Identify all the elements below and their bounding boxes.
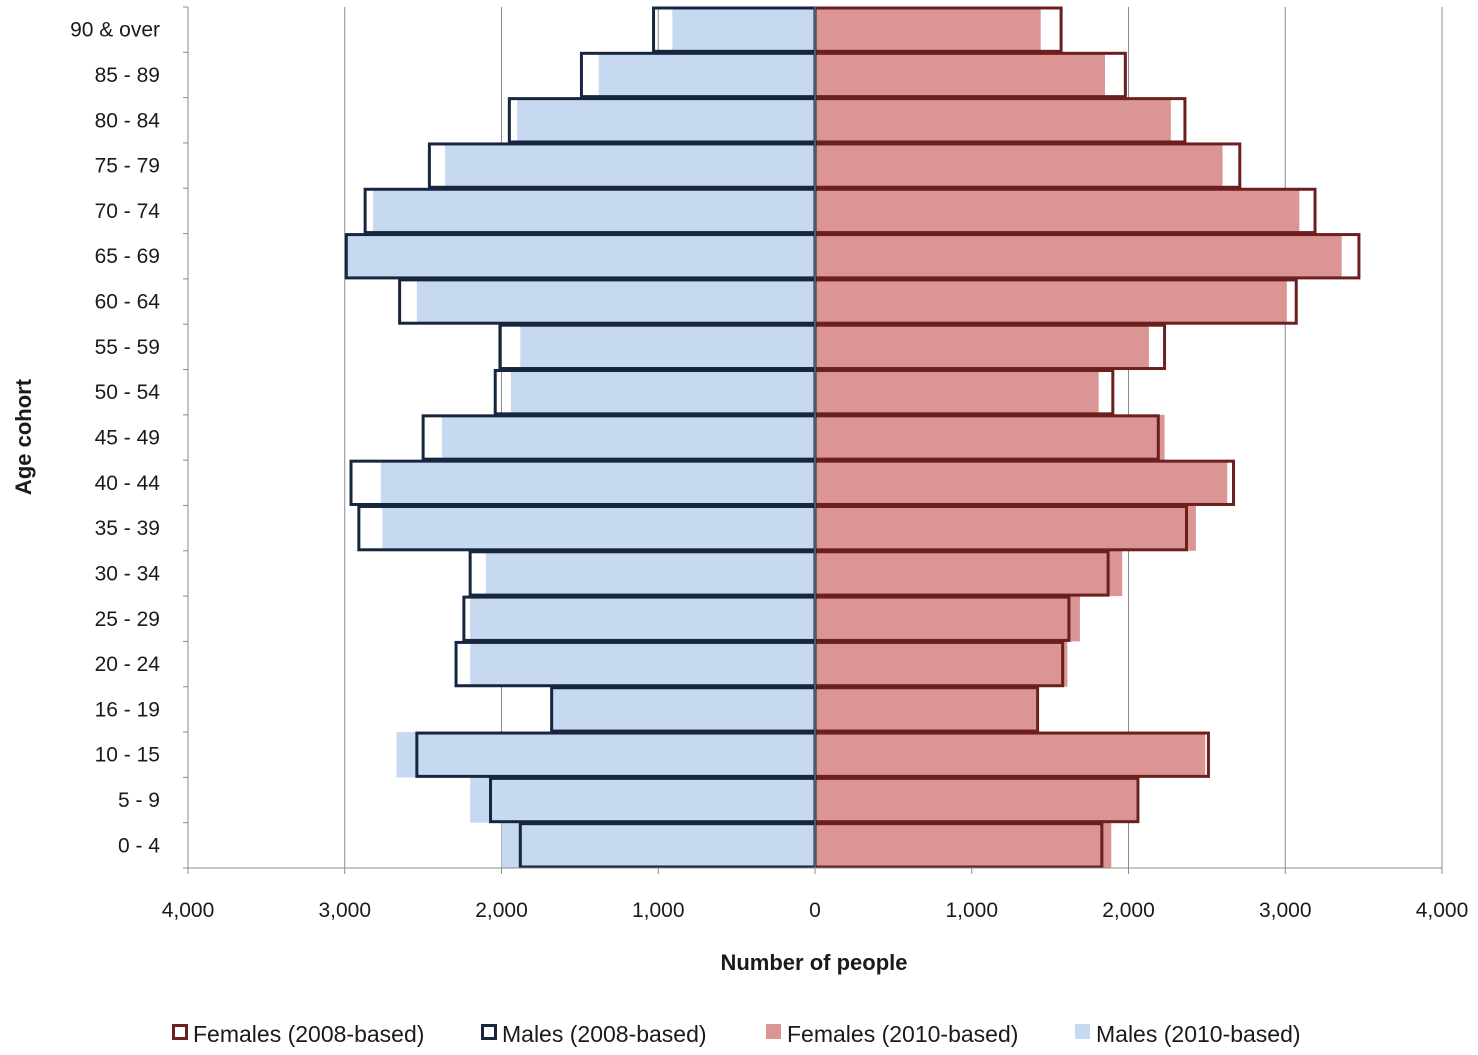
bar-females-2010-based [815,641,1068,687]
y-tick-label: 5 - 9 [118,789,160,812]
bar-females-2010-based [815,686,1037,733]
y-tick-label: 20 - 24 [95,653,161,676]
y-tick-label: 80 - 84 [95,109,161,132]
y-tick-label: 25 - 29 [95,608,160,631]
bar-males-2010-based [382,505,815,551]
bars [344,6,1361,869]
bar-females-2010-based [815,324,1149,370]
x-tick-label: 3,000 [1259,899,1312,922]
bar-females-2010-based [815,278,1287,325]
y-tick-label: 30 - 34 [95,562,161,585]
y-tick-label: 60 - 64 [95,291,161,314]
y-tick-label: 16 - 19 [95,698,160,721]
bar-males-2010-based [347,233,815,279]
bar-males-2010-based [485,550,815,597]
bar-females-2010-based [815,414,1165,461]
legend-label: Males (2008-based) [502,1021,707,1047]
bar-females-2010-based [815,550,1123,597]
x-tick-label: 4,000 [1416,899,1469,922]
y-tick-label: 40 - 44 [95,472,161,495]
legend-item-females-2008-based: Females (2008-based) [172,1021,424,1047]
bar-females-2010-based [815,142,1223,189]
legend-label: Males (2010-based) [1096,1021,1301,1047]
bar-females-2010-based [815,596,1080,642]
bar-males-2010-based [598,52,815,98]
bar-males-2010-based [445,142,815,189]
x-tick-label: 2,000 [1102,899,1155,922]
x-tick-label: 1,000 [945,899,998,922]
bar-females-2010-based [815,732,1206,778]
legend-item-males-2008-based: Males (2008-based) [481,1021,707,1047]
legend-item-females-2010-based: Females (2010-based) [766,1021,1018,1047]
bar-males-2010-based [551,686,815,733]
y-tick-labels: 90 & over 85 - 89 80 - 84 75 - 79 70 - 74 65 … [70,19,160,858]
x-tick-labels: 4,000 3,000 2,000 1,000 0 1,000 2,000 3,000 4,00… [162,899,1469,922]
bar-males-2010-based [372,188,815,234]
bar-males-2010-based [470,641,815,687]
bar-females-2010-based [815,7,1041,53]
bar-females-2010-based [815,505,1196,551]
y-tick-label: 85 - 89 [95,64,160,87]
bar-females-2010-based [815,52,1105,98]
y-tick-label: 55 - 59 [95,336,160,359]
bar-males-2010-based [380,460,815,506]
y-tick-label: 90 & over [70,19,160,42]
bar-females-2010-based [815,369,1099,415]
legend-label: Females (2010-based) [787,1021,1018,1047]
bar-males-2010-based [510,369,815,415]
x-tick-label: 1,000 [632,899,685,922]
legend: Females (2008-based) Males (2008-based) Fe… [172,1021,1301,1047]
x-tick-label: 4,000 [162,899,215,922]
bar-females-2010-based [815,97,1171,143]
y-tick-label: 65 - 69 [95,245,160,268]
x-tick-label: 0 [809,899,821,922]
y-tick-label: 10 - 15 [95,744,160,767]
legend-item-males-2010-based: Males (2010-based) [1075,1021,1301,1047]
bar-males-2010-based [517,97,815,143]
y-axis-title: Age cohort [11,378,36,495]
bar-females-2010-based [815,460,1228,506]
y-tick-label: 75 - 79 [95,155,160,178]
y-tick-label: 45 - 49 [95,427,160,450]
bar-males-2010-based [520,324,815,370]
legend-label: Females (2008-based) [193,1021,424,1047]
legend-swatch [172,1024,188,1040]
x-tick-label: 3,000 [318,899,371,922]
bar-females-2010-based [815,777,1137,823]
y-tick-label: 35 - 39 [95,517,160,540]
bar-males-2010-based [470,777,815,823]
legend-swatch [481,1024,497,1040]
y-tick-label: 70 - 74 [95,200,161,223]
bar-females-2010-based [815,188,1300,234]
bar-females-2010-based [815,233,1342,279]
x-tick-label: 2,000 [475,899,528,922]
y-tick-label: 50 - 54 [95,381,161,404]
bar-males-2010-based [672,7,815,53]
bar-males-2010-based [441,414,815,461]
bar-males-2010-based [416,278,815,325]
legend-swatch [1075,1024,1090,1039]
y-tick-label: 0 - 4 [118,834,160,857]
legend-swatch [766,1024,781,1039]
x-axis-title: Number of people [720,950,907,975]
axes [183,6,1443,874]
bar-males-2010-based [470,596,815,642]
bar-males-2010-based [396,732,815,778]
bar-males-2010-based [501,822,815,868]
bar-females-2010-based [815,822,1112,868]
